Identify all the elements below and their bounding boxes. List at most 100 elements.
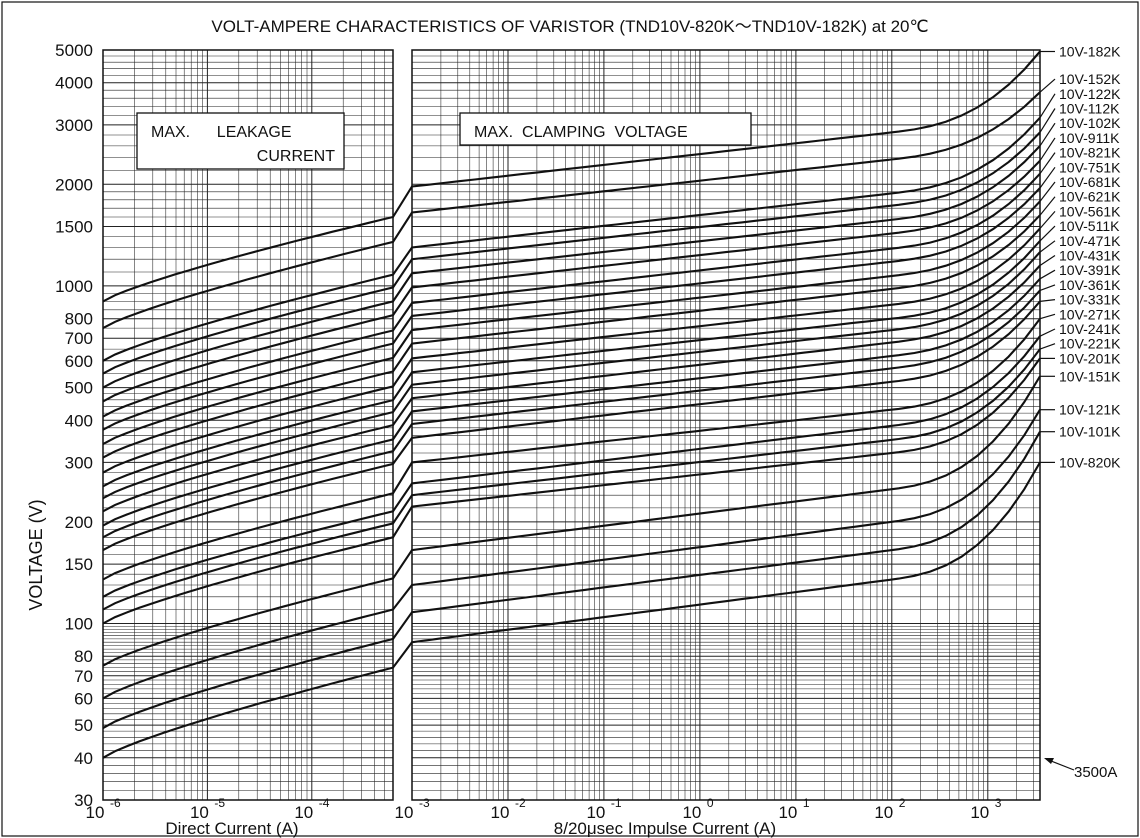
clamping-panel-frame	[411, 49, 1041, 801]
y-tick-label: 100	[65, 615, 93, 634]
series-label: 10V-511K	[1059, 218, 1120, 234]
series-label: 10V-911K	[1059, 130, 1120, 146]
y-tick-label: 200	[65, 513, 93, 532]
x-axis-label-impulse: 8/20μsec Impulse Current (A)	[554, 819, 776, 838]
series-line	[102, 159, 1041, 403]
series-line	[102, 116, 1041, 362]
series-label: 10V-561K	[1059, 203, 1121, 219]
series-line	[102, 375, 1041, 667]
x-tick-label: 10	[682, 803, 701, 822]
annotation-arrow-head	[1044, 758, 1054, 764]
x-tick-exponent: -5	[214, 796, 225, 810]
series-line	[102, 300, 1041, 552]
y-tick-label: 80	[74, 647, 93, 666]
leakage-label-line2: CURRENT	[257, 148, 335, 165]
y-tick-label: 800	[65, 310, 93, 329]
x-tick-label: 10	[491, 803, 510, 822]
series-line	[102, 200, 1041, 446]
series-label: 10V-221K	[1059, 336, 1121, 352]
series-line	[102, 335, 1041, 598]
series-line	[102, 318, 1041, 581]
x-tick-label: 10	[190, 803, 209, 822]
series-label: 10V-821K	[1059, 145, 1121, 161]
series-line	[102, 172, 1041, 418]
y-tick-label: 500	[65, 379, 93, 398]
series-layer	[102, 50, 1041, 759]
annotation-3500a: 3500A	[1074, 764, 1117, 781]
series-label: 10V-122K	[1059, 86, 1121, 102]
y-tick-label: 30	[74, 791, 93, 810]
x-tick-label: 10	[874, 803, 893, 822]
series-leader	[1039, 108, 1056, 133]
y-tick-label: 150	[65, 555, 93, 574]
series-leader	[1039, 299, 1056, 302]
y-tick-label: 1000	[55, 277, 93, 296]
series-label: 10V-151K	[1059, 368, 1121, 384]
y-tick-label: 400	[65, 411, 93, 430]
series-leader	[1039, 122, 1056, 147]
x-tick-exponent: 2	[899, 796, 906, 810]
x-tick-label: 10	[970, 803, 989, 822]
series-leader	[1039, 211, 1056, 229]
x-tick-label: 10	[778, 803, 797, 822]
series-line	[102, 357, 1041, 625]
series-label: 10V-681K	[1059, 174, 1121, 190]
series-line	[102, 91, 1041, 330]
series-line	[102, 131, 1041, 375]
series-line	[102, 251, 1041, 500]
series-label: 10V-751K	[1059, 159, 1121, 175]
series-leader	[1039, 93, 1056, 119]
series-line	[102, 50, 1041, 303]
x-tick-label: 10	[294, 803, 313, 822]
series-label: 10V-361K	[1059, 277, 1121, 293]
x-axis-label-leakage: Direct Current (A)	[165, 819, 298, 838]
x-tick-exponent: 0	[707, 796, 714, 810]
series-label: 10V-820K	[1059, 454, 1121, 470]
series-leader	[1039, 166, 1056, 189]
series-leader	[1039, 328, 1056, 337]
series-leader	[1039, 269, 1056, 280]
series-label: 10V-152K	[1059, 71, 1121, 87]
x-tick-label: 10	[586, 803, 605, 822]
series-label: 10V-431K	[1059, 248, 1121, 264]
y-tick-label: 60	[74, 689, 93, 708]
series-line	[102, 264, 1041, 513]
series-line	[102, 214, 1041, 459]
series-line	[102, 240, 1041, 488]
x-tick-exponent: 3	[995, 796, 1002, 810]
series-line	[102, 289, 1041, 539]
x-tick-label: 10	[86, 803, 105, 822]
series-line	[102, 187, 1041, 431]
series-line	[102, 431, 1041, 730]
series-label: 10V-241K	[1059, 321, 1121, 337]
y-tick-label: 3000	[55, 116, 93, 135]
series-leader	[1039, 255, 1056, 266]
y-axis-label: VOLTAGE (V)	[26, 499, 46, 610]
series-leader	[1039, 240, 1056, 253]
series-leader	[1039, 284, 1056, 291]
series-leader	[1039, 181, 1056, 202]
series-leader	[1039, 313, 1056, 320]
series-label: 10V-112K	[1059, 101, 1120, 117]
series-line	[102, 409, 1041, 700]
series-leader	[1039, 152, 1056, 175]
series-leader	[1039, 137, 1056, 162]
y-tick-label: 700	[65, 329, 93, 348]
series-line	[102, 461, 1041, 759]
series-leader	[1039, 225, 1056, 242]
series-label: 10V-271K	[1059, 306, 1121, 322]
y-tick-label: 1500	[55, 218, 93, 237]
x-tick-exponent: -6	[110, 796, 121, 810]
y-tick-label: 4000	[55, 74, 93, 93]
labels-layer: 3040506070801001502003004005006007008001…	[55, 41, 1121, 822]
x-tick-exponent: -1	[611, 796, 622, 810]
x-tick-exponent: -3	[419, 796, 430, 810]
series-label: 10V-101K	[1059, 424, 1121, 440]
leakage-label-box	[136, 112, 345, 170]
series-leader	[1039, 196, 1056, 216]
series-leader	[1039, 78, 1056, 93]
clamping-label-box	[459, 112, 752, 146]
y-tick-label: 70	[74, 667, 93, 686]
